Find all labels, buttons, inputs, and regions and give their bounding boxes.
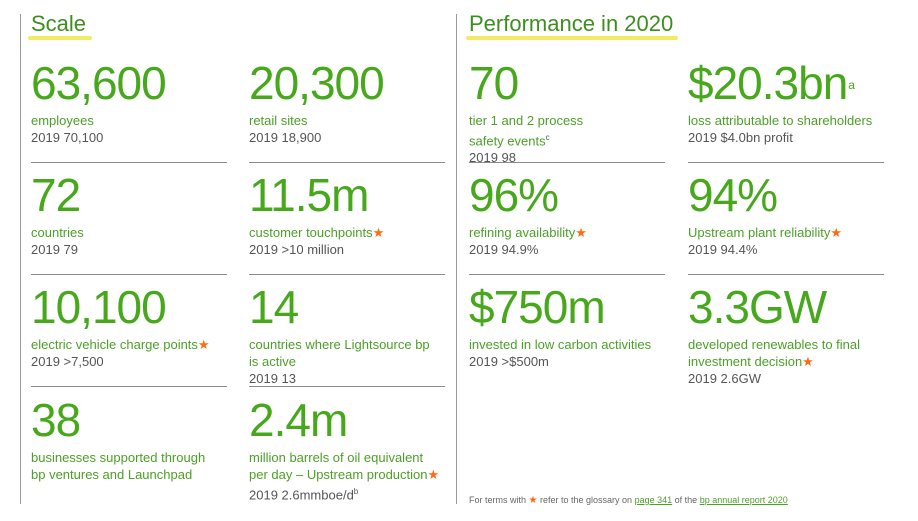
metric-prior-year: 2019 >10 million [249, 242, 345, 257]
footnote-text-mid: refer to the glossary on [540, 495, 633, 505]
metric-prior-year: 2019 2.6GW [688, 371, 761, 386]
metric-value: 96% [469, 169, 559, 221]
metric-customer-touchpoints: 11.5m customer touchpoints★ 2019 >10 mil… [249, 172, 454, 258]
metric-label-line-2: is active [249, 354, 296, 369]
metric-label-line-1: developed renewables to final [688, 337, 861, 352]
metric-prior-year: 2019 79 [31, 242, 78, 257]
glossary-star-icon: ★ [427, 467, 440, 482]
metric-value: 70 [469, 57, 519, 109]
row-divider [31, 162, 227, 163]
metric-prior-year: 2019 2.6mmboe/d [249, 487, 354, 503]
glossary-star-icon: ★ [197, 337, 210, 352]
metric-prior-year: 2019 98 [469, 150, 516, 166]
metric-businesses-supported: 38 businesses supported through bp ventu… [31, 397, 236, 483]
metric-value: 94% [688, 169, 778, 221]
glossary-star-icon: ★ [802, 354, 814, 369]
metric-prior-year: 2019 94.9% [469, 242, 539, 257]
metric-prior-year: 2019 >7,500 [31, 354, 104, 369]
row-divider [688, 274, 884, 275]
glossary-star-icon: ★ [372, 225, 385, 240]
metric-loss-attributable: $20.3bna loss attributable to shareholde… [688, 60, 908, 146]
metric-prior-year: 2019 18,900 [249, 130, 322, 145]
row-divider [249, 274, 445, 275]
metric-label-line-1: tier 1 and 2 process [469, 113, 584, 128]
metric-value: 20,300 [249, 57, 385, 109]
section-divider [456, 14, 457, 504]
footnote-text-pre: For terms with [469, 495, 527, 505]
footnote-marker: b [353, 487, 359, 496]
metric-prior-year: 2019 94.4% [688, 242, 758, 257]
row-divider [249, 386, 445, 387]
metric-label-line-2: investment decision [688, 354, 803, 369]
metric-retail-sites: 20,300 retail sites 2019 18,900 [249, 60, 454, 146]
metric-value: 10,100 [31, 281, 167, 333]
row-divider [31, 274, 227, 275]
metric-upstream-plant-reliability: 94% Upstream plant reliability★ 2019 94.… [688, 172, 893, 258]
metric-label-line-1: million barrels of oil equivalent [249, 450, 424, 465]
row-divider [31, 386, 227, 387]
metric-label: refining availability [469, 225, 576, 240]
footnote-marker: a [848, 78, 855, 92]
metric-value: 72 [31, 169, 81, 221]
glossary-star-icon: ★ [528, 495, 538, 506]
metric-upstream-production: 2.4m million barrels of oil equivalent p… [249, 397, 459, 503]
metric-label: loss attributable to shareholders [688, 113, 873, 128]
row-divider [469, 162, 665, 163]
metric-label: employees [31, 113, 94, 128]
row-divider [249, 162, 445, 163]
metric-label: countries [31, 225, 84, 240]
metric-prior-year: 2019 13 [249, 371, 296, 386]
metric-label-line-2: bp ventures and Launchpad [31, 467, 193, 482]
metric-renewables-fid: 3.3GW developed renewables to final inve… [688, 284, 893, 387]
metric-ev-charge-points: 10,100 electric vehicle charge points★ 2… [31, 284, 236, 370]
metric-process-safety-events: 70 tier 1 and 2 process safety eventsc 2… [469, 60, 674, 166]
metric-value: 11.5m [249, 169, 369, 221]
left-edge-rule [20, 14, 21, 504]
metric-countries: 72 countries 2019 79 [31, 172, 236, 258]
metric-value: 63,600 [31, 57, 167, 109]
metric-label-line-2: per day – Upstream production [249, 467, 428, 482]
metric-value: $750m [469, 281, 606, 333]
metric-prior-year: 2019 70,100 [31, 130, 104, 145]
metric-prior-year: 2019 $4.0bn profit [688, 130, 793, 145]
performance-title: Performance in 2020 [469, 11, 674, 36]
glossary-footnote: For terms with ★ refer to the glossary o… [469, 495, 788, 506]
glossary-page-link[interactable]: page 341 [634, 495, 673, 505]
metric-low-carbon-investment: $750m invested in low carbon activities … [469, 284, 674, 370]
footnote-marker: c [545, 133, 550, 142]
scale-title: Scale [31, 11, 87, 36]
metric-label-line-2: safety events [469, 133, 546, 149]
metric-label-line-1: businesses supported through [31, 450, 206, 465]
metric-label: electric vehicle charge points [31, 337, 198, 352]
row-divider [688, 162, 884, 163]
metric-label: Upstream plant reliability [688, 225, 831, 240]
footnote-text-of: of the [674, 495, 698, 505]
row-divider [469, 274, 665, 275]
metric-refining-availability: 96% refining availability★ 2019 94.9% [469, 172, 674, 258]
glossary-star-icon: ★ [830, 225, 842, 240]
metric-value: 2.4m [249, 394, 348, 446]
metric-lightsource-countries: 14 countries where Lightsource bp is act… [249, 284, 454, 387]
metric-value: 3.3GW [688, 281, 827, 333]
metric-prior-year: 2019 >$500m [469, 354, 549, 369]
metric-label: customer touchpoints [249, 225, 373, 240]
metric-label: retail sites [249, 113, 308, 128]
performance-title-highlight [466, 36, 678, 40]
metric-value: 38 [31, 394, 81, 446]
metric-label-line-1: countries where Lightsource bp [249, 337, 430, 352]
metric-value: $20.3bn [688, 57, 848, 109]
metric-label: invested in low carbon activities [469, 337, 652, 352]
scale-title-highlight [28, 36, 92, 40]
metric-employees: 63,600 employees 2019 70,100 [31, 60, 236, 146]
annual-report-link[interactable]: bp annual report 2020 [699, 495, 788, 505]
metric-value: 14 [249, 281, 299, 333]
glossary-star-icon: ★ [575, 225, 587, 240]
